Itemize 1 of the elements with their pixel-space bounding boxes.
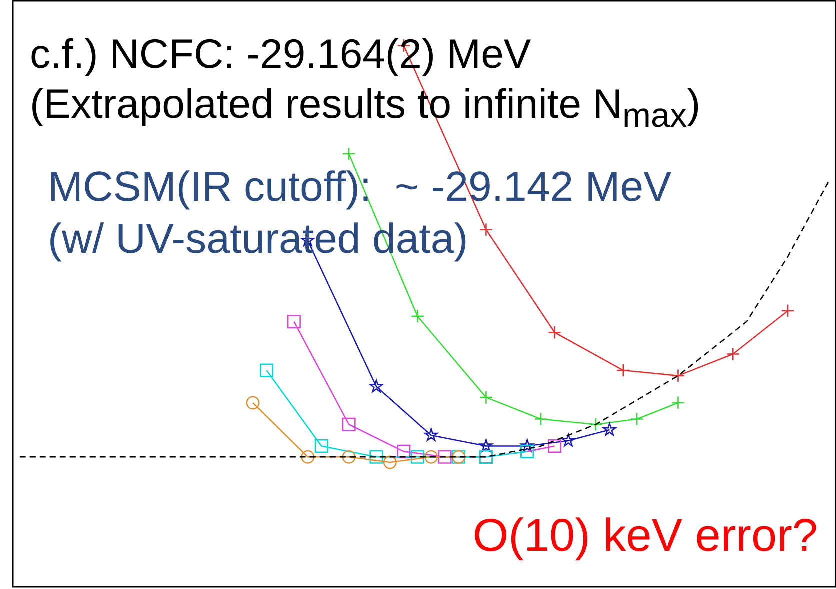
annotation: O(10) keV error? (472, 509, 818, 561)
